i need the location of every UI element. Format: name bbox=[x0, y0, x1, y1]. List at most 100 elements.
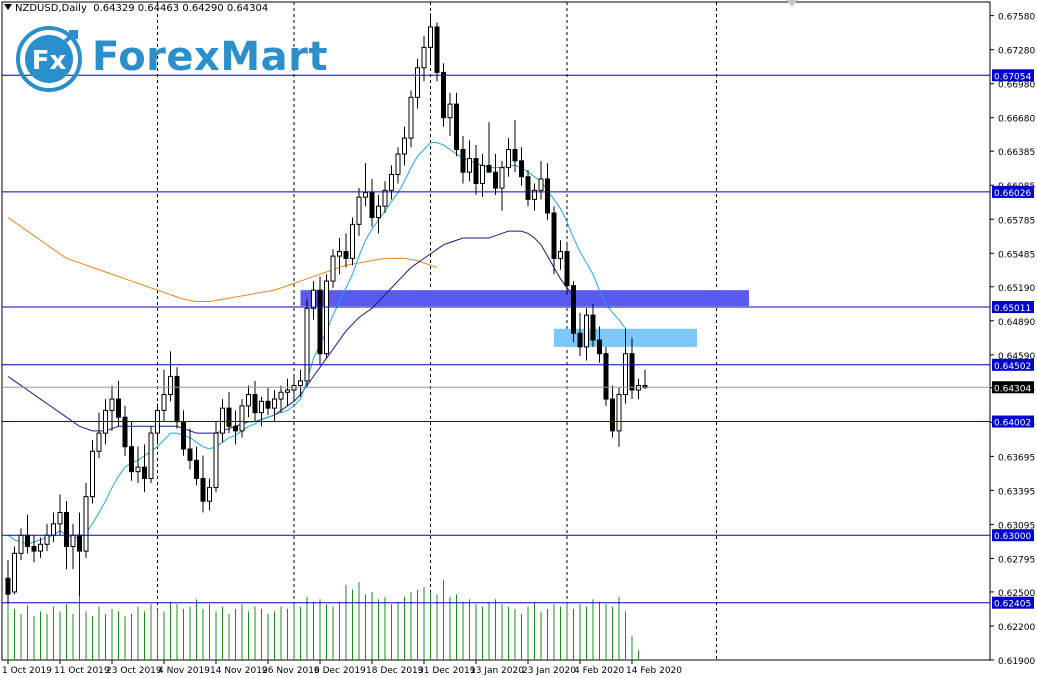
candle-body[interactable] bbox=[239, 405, 245, 432]
candle-body[interactable] bbox=[272, 398, 277, 409]
candle-body[interactable] bbox=[460, 148, 466, 173]
candle-body[interactable] bbox=[226, 407, 232, 427]
candle-body[interactable] bbox=[428, 26, 433, 48]
candle-body[interactable] bbox=[187, 448, 193, 461]
candle-body[interactable] bbox=[538, 178, 544, 191]
candle-body[interactable] bbox=[233, 425, 238, 432]
candle-body[interactable] bbox=[265, 400, 271, 409]
candle-body[interactable] bbox=[382, 189, 388, 207]
candle-body[interactable] bbox=[148, 432, 154, 479]
candle-body[interactable] bbox=[278, 391, 284, 400]
candle-body[interactable] bbox=[525, 176, 531, 200]
candle-body[interactable] bbox=[590, 314, 596, 341]
candle-body[interactable] bbox=[356, 196, 362, 225]
candle-body[interactable] bbox=[317, 289, 323, 355]
candle-body[interactable] bbox=[395, 153, 401, 175]
candle-body[interactable] bbox=[44, 534, 50, 545]
candle-body[interactable] bbox=[174, 375, 180, 423]
candle-body[interactable] bbox=[558, 251, 563, 259]
candle-body[interactable] bbox=[577, 332, 583, 348]
candle-body[interactable] bbox=[369, 192, 375, 219]
candle-body[interactable] bbox=[298, 380, 303, 386]
candle-body[interactable] bbox=[70, 534, 76, 548]
candle-body[interactable] bbox=[603, 353, 609, 400]
candle-body[interactable] bbox=[330, 255, 336, 282]
candle-body[interactable] bbox=[467, 158, 472, 173]
candle-body[interactable] bbox=[96, 432, 102, 452]
candle-body[interactable] bbox=[584, 314, 589, 348]
candle-body[interactable] bbox=[5, 577, 11, 595]
candle-body[interactable] bbox=[506, 148, 511, 169]
candle-body[interactable] bbox=[402, 137, 407, 155]
candle-body[interactable] bbox=[285, 389, 290, 393]
candle-body[interactable] bbox=[616, 394, 622, 432]
candle-body[interactable] bbox=[421, 46, 427, 69]
candle-body[interactable] bbox=[493, 171, 498, 189]
candle-body[interactable] bbox=[77, 534, 82, 552]
candle-body[interactable] bbox=[135, 466, 141, 473]
candle-body[interactable] bbox=[434, 26, 440, 73]
candle-body[interactable] bbox=[454, 103, 459, 150]
candle-body[interactable] bbox=[376, 205, 381, 219]
candle-body[interactable] bbox=[415, 67, 420, 98]
candle-body[interactable] bbox=[324, 280, 329, 355]
candle-body[interactable] bbox=[597, 339, 602, 355]
candle-body[interactable] bbox=[532, 189, 537, 200]
candle-body[interactable] bbox=[629, 353, 635, 391]
candle-body[interactable] bbox=[486, 164, 492, 173]
candle-body[interactable] bbox=[480, 164, 485, 185]
candle-body[interactable] bbox=[499, 167, 505, 189]
candle-body[interactable] bbox=[181, 421, 186, 450]
candle-body[interactable] bbox=[252, 394, 258, 414]
candle-body[interactable] bbox=[142, 466, 147, 479]
candle-body[interactable] bbox=[447, 103, 453, 119]
candle-body[interactable] bbox=[168, 375, 173, 396]
candle-body[interactable] bbox=[408, 96, 414, 139]
candle-body[interactable] bbox=[194, 459, 199, 479]
candle-body[interactable] bbox=[51, 523, 56, 536]
candle-body[interactable] bbox=[343, 251, 349, 259]
moving-average-slow bbox=[7, 217, 438, 303]
candle-body[interactable] bbox=[519, 160, 524, 178]
candle-body[interactable] bbox=[116, 398, 121, 418]
candle-body[interactable] bbox=[564, 251, 570, 287]
candle-body[interactable] bbox=[623, 353, 628, 396]
current-price-label-box bbox=[992, 381, 1034, 394]
candle-body[interactable] bbox=[441, 71, 446, 119]
candle-body[interactable] bbox=[31, 546, 37, 552]
candle-body[interactable] bbox=[545, 178, 550, 214]
candle-body[interactable] bbox=[122, 416, 128, 448]
candle-body[interactable] bbox=[200, 477, 206, 502]
candle-body[interactable] bbox=[109, 398, 115, 411]
candle-body[interactable] bbox=[18, 534, 24, 554]
candle-body[interactable] bbox=[259, 400, 264, 414]
candle-body[interactable] bbox=[337, 251, 342, 257]
candle-body[interactable] bbox=[207, 487, 212, 502]
chart-shift-marker-icon[interactable] bbox=[786, 0, 798, 7]
candle-body[interactable] bbox=[129, 446, 134, 473]
candle-body[interactable] bbox=[25, 534, 30, 548]
candle-body[interactable] bbox=[473, 158, 479, 185]
candle-body[interactable] bbox=[363, 192, 368, 198]
candle-body[interactable] bbox=[610, 398, 615, 432]
candle-body[interactable] bbox=[571, 285, 576, 334]
candle-body[interactable] bbox=[246, 394, 251, 407]
candle-body[interactable] bbox=[12, 552, 17, 593]
candle-body[interactable] bbox=[83, 496, 89, 552]
candle-body[interactable] bbox=[220, 407, 225, 434]
dropdown-triangle-icon[interactable] bbox=[4, 4, 12, 10]
candle-body[interactable] bbox=[38, 543, 43, 552]
level-price-label-box bbox=[992, 301, 1034, 314]
candle-body[interactable] bbox=[64, 512, 69, 548]
candle-body[interactable] bbox=[512, 148, 518, 162]
candle-body[interactable] bbox=[551, 212, 557, 259]
candle-body[interactable] bbox=[304, 307, 310, 382]
candle-body[interactable] bbox=[90, 450, 95, 498]
candle-body[interactable] bbox=[350, 223, 355, 259]
candle-body[interactable] bbox=[57, 512, 63, 525]
candle-body[interactable] bbox=[213, 432, 219, 489]
candle-body[interactable] bbox=[161, 394, 167, 411]
candle-body[interactable] bbox=[389, 173, 394, 191]
candle-body[interactable] bbox=[311, 289, 316, 309]
